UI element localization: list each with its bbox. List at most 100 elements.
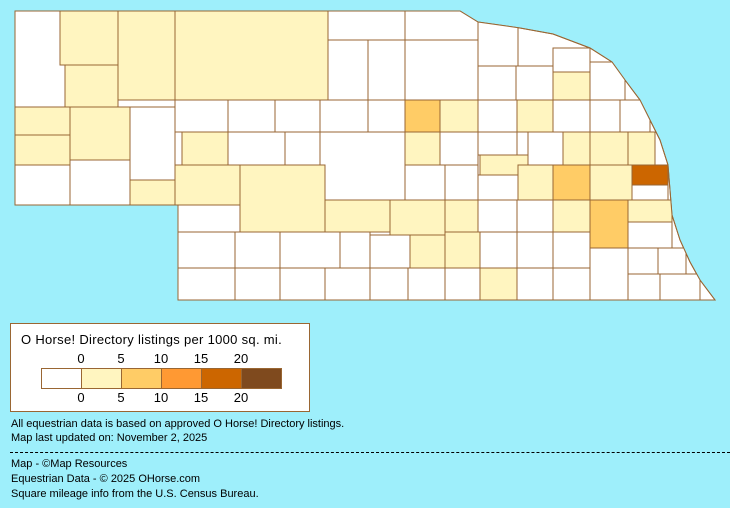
county[interactable]	[327, 11, 406, 41]
legend-swatch	[122, 369, 162, 388]
county[interactable]	[129, 179, 179, 206]
county[interactable]	[439, 131, 479, 166]
county[interactable]	[444, 199, 479, 233]
county[interactable]	[174, 99, 229, 133]
county[interactable]	[589, 99, 621, 133]
county[interactable]	[627, 273, 661, 300]
county[interactable]	[69, 106, 131, 161]
county[interactable]	[516, 199, 554, 233]
county[interactable]	[517, 164, 554, 201]
county[interactable]	[404, 39, 479, 101]
county[interactable]	[589, 131, 629, 166]
map-credit: Map - ©Map Resources	[11, 458, 128, 470]
county[interactable]	[552, 267, 591, 300]
county[interactable]	[627, 199, 673, 223]
county[interactable]	[552, 231, 591, 269]
county[interactable]	[439, 99, 479, 133]
county[interactable]	[627, 247, 659, 275]
county[interactable]	[515, 65, 554, 101]
county[interactable]	[174, 231, 236, 269]
county[interactable]	[589, 61, 626, 101]
county[interactable]	[552, 47, 591, 73]
county[interactable]	[444, 267, 481, 300]
county[interactable]	[174, 11, 329, 101]
county[interactable]	[477, 99, 518, 133]
county[interactable]	[479, 267, 518, 300]
legend-color-bar	[41, 368, 282, 389]
divider	[10, 452, 730, 453]
county[interactable]	[64, 64, 119, 108]
county[interactable]	[404, 131, 441, 166]
county[interactable]	[389, 199, 446, 236]
county[interactable]	[477, 11, 519, 67]
county[interactable]	[174, 164, 241, 206]
county[interactable]	[274, 99, 321, 133]
county[interactable]	[117, 11, 176, 101]
county[interactable]	[404, 164, 446, 201]
county[interactable]	[324, 199, 391, 233]
county[interactable]	[477, 65, 517, 101]
county[interactable]	[15, 106, 71, 136]
data-credit: Equestrian Data - © 2025 OHorse.com	[11, 473, 201, 485]
county[interactable]	[477, 131, 518, 156]
county[interactable]	[367, 99, 406, 133]
county[interactable]	[227, 131, 286, 166]
county[interactable]	[589, 247, 629, 300]
county[interactable]	[15, 134, 71, 166]
county[interactable]	[516, 231, 554, 269]
county[interactable]	[627, 221, 673, 249]
updated-note: Map last updated on: November 2, 2025	[11, 432, 208, 444]
county[interactable]	[69, 159, 131, 206]
county[interactable]	[589, 199, 629, 249]
county[interactable]	[279, 267, 326, 300]
county[interactable]	[516, 99, 554, 133]
county[interactable]	[631, 164, 669, 186]
county[interactable]	[319, 131, 406, 201]
county[interactable]	[409, 234, 446, 269]
county[interactable]	[234, 231, 281, 269]
county[interactable]	[562, 131, 591, 166]
legend-swatch	[82, 369, 122, 388]
county[interactable]	[589, 164, 633, 201]
county[interactable]	[552, 71, 591, 101]
tick: 15	[193, 390, 209, 405]
county[interactable]	[174, 267, 236, 300]
county[interactable]	[227, 99, 276, 133]
county[interactable]	[284, 131, 321, 166]
county[interactable]	[552, 164, 591, 201]
county[interactable]	[369, 234, 411, 269]
county[interactable]	[239, 164, 326, 233]
county[interactable]	[619, 99, 651, 133]
county[interactable]	[129, 106, 176, 181]
county[interactable]	[444, 231, 481, 269]
county[interactable]	[477, 199, 518, 233]
county[interactable]	[516, 267, 554, 300]
county[interactable]	[369, 267, 409, 300]
county[interactable]	[479, 231, 518, 269]
census-credit: Square mileage info from the U.S. Census…	[11, 488, 259, 500]
county[interactable]	[407, 267, 446, 300]
county[interactable]	[181, 131, 229, 166]
legend-swatch	[42, 369, 82, 388]
county[interactable]	[324, 267, 371, 300]
legend-swatch	[202, 369, 242, 388]
county[interactable]	[59, 11, 119, 66]
county[interactable]	[339, 231, 371, 269]
county[interactable]	[527, 131, 564, 166]
county[interactable]	[367, 39, 406, 101]
county[interactable]	[319, 99, 369, 133]
county[interactable]	[15, 164, 71, 206]
county[interactable]	[659, 273, 701, 300]
county[interactable]	[552, 199, 591, 233]
county[interactable]	[404, 99, 441, 133]
nebraska-county-map	[14, 10, 716, 301]
county[interactable]	[174, 204, 241, 233]
county[interactable]	[552, 99, 591, 133]
county[interactable]	[631, 184, 669, 201]
county[interactable]	[234, 267, 281, 300]
county[interactable]	[444, 164, 479, 201]
county[interactable]	[279, 231, 341, 269]
county[interactable]	[657, 247, 687, 275]
county[interactable]	[327, 39, 369, 101]
county[interactable]	[627, 131, 656, 166]
